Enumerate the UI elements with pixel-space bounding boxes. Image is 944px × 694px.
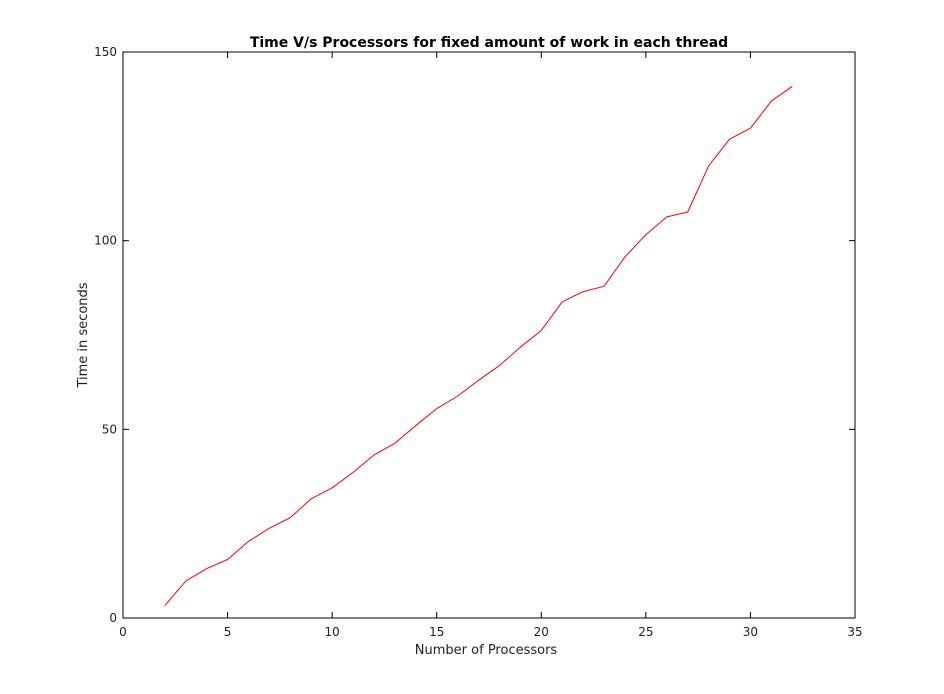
data-point xyxy=(373,454,374,455)
y-tick-label: 50 xyxy=(102,422,117,436)
data-point xyxy=(311,498,312,499)
axis-ticks: 0 5 10 15 20 25 30 35 0 50 100 150 xyxy=(94,45,863,639)
data-point xyxy=(562,301,563,302)
data-point xyxy=(332,487,333,488)
data-point xyxy=(164,605,165,606)
data-point xyxy=(457,396,458,397)
data-point xyxy=(499,365,500,366)
data-point xyxy=(729,139,730,140)
series-layer xyxy=(164,85,793,606)
x-axis-label: Number of Processors xyxy=(415,643,558,658)
data-point xyxy=(771,101,772,102)
data-point xyxy=(248,541,249,542)
data-point xyxy=(185,581,186,582)
data-point xyxy=(206,568,207,569)
data-point xyxy=(666,216,667,217)
y-tick-label: 100 xyxy=(94,234,117,248)
data-point xyxy=(708,165,709,166)
plot-area xyxy=(122,51,856,619)
data-point xyxy=(604,286,605,287)
y-tick-label: 150 xyxy=(94,45,117,59)
data-point xyxy=(415,425,416,426)
x-tick-label: 30 xyxy=(743,625,758,639)
data-point xyxy=(436,408,437,409)
plot-frame xyxy=(122,51,856,619)
y-axis-label: Time in seconds xyxy=(76,282,91,388)
data-point xyxy=(583,291,584,292)
x-tick-label: 35 xyxy=(847,625,862,639)
data-point xyxy=(687,211,688,212)
x-tick-label: 15 xyxy=(429,625,444,639)
data-point xyxy=(269,528,270,529)
data-point xyxy=(792,86,793,87)
data-point xyxy=(227,559,228,560)
data-point xyxy=(645,234,646,235)
data-point xyxy=(394,443,395,444)
data-point xyxy=(750,128,751,129)
data-point xyxy=(624,256,625,257)
data-point xyxy=(353,472,354,473)
data-point xyxy=(541,330,542,331)
x-tick-label: 5 xyxy=(224,625,232,639)
data-point xyxy=(520,347,521,348)
data-point xyxy=(478,380,479,381)
series-line xyxy=(164,85,793,606)
x-tick-label: 0 xyxy=(119,625,127,639)
x-tick-label: 10 xyxy=(325,625,340,639)
x-tick-label: 25 xyxy=(638,625,653,639)
x-tick-label: 20 xyxy=(534,625,549,639)
y-tick-label: 0 xyxy=(109,611,117,625)
data-point xyxy=(290,517,291,518)
chart-title: Time V/s Processors for fixed amount of … xyxy=(250,35,728,51)
